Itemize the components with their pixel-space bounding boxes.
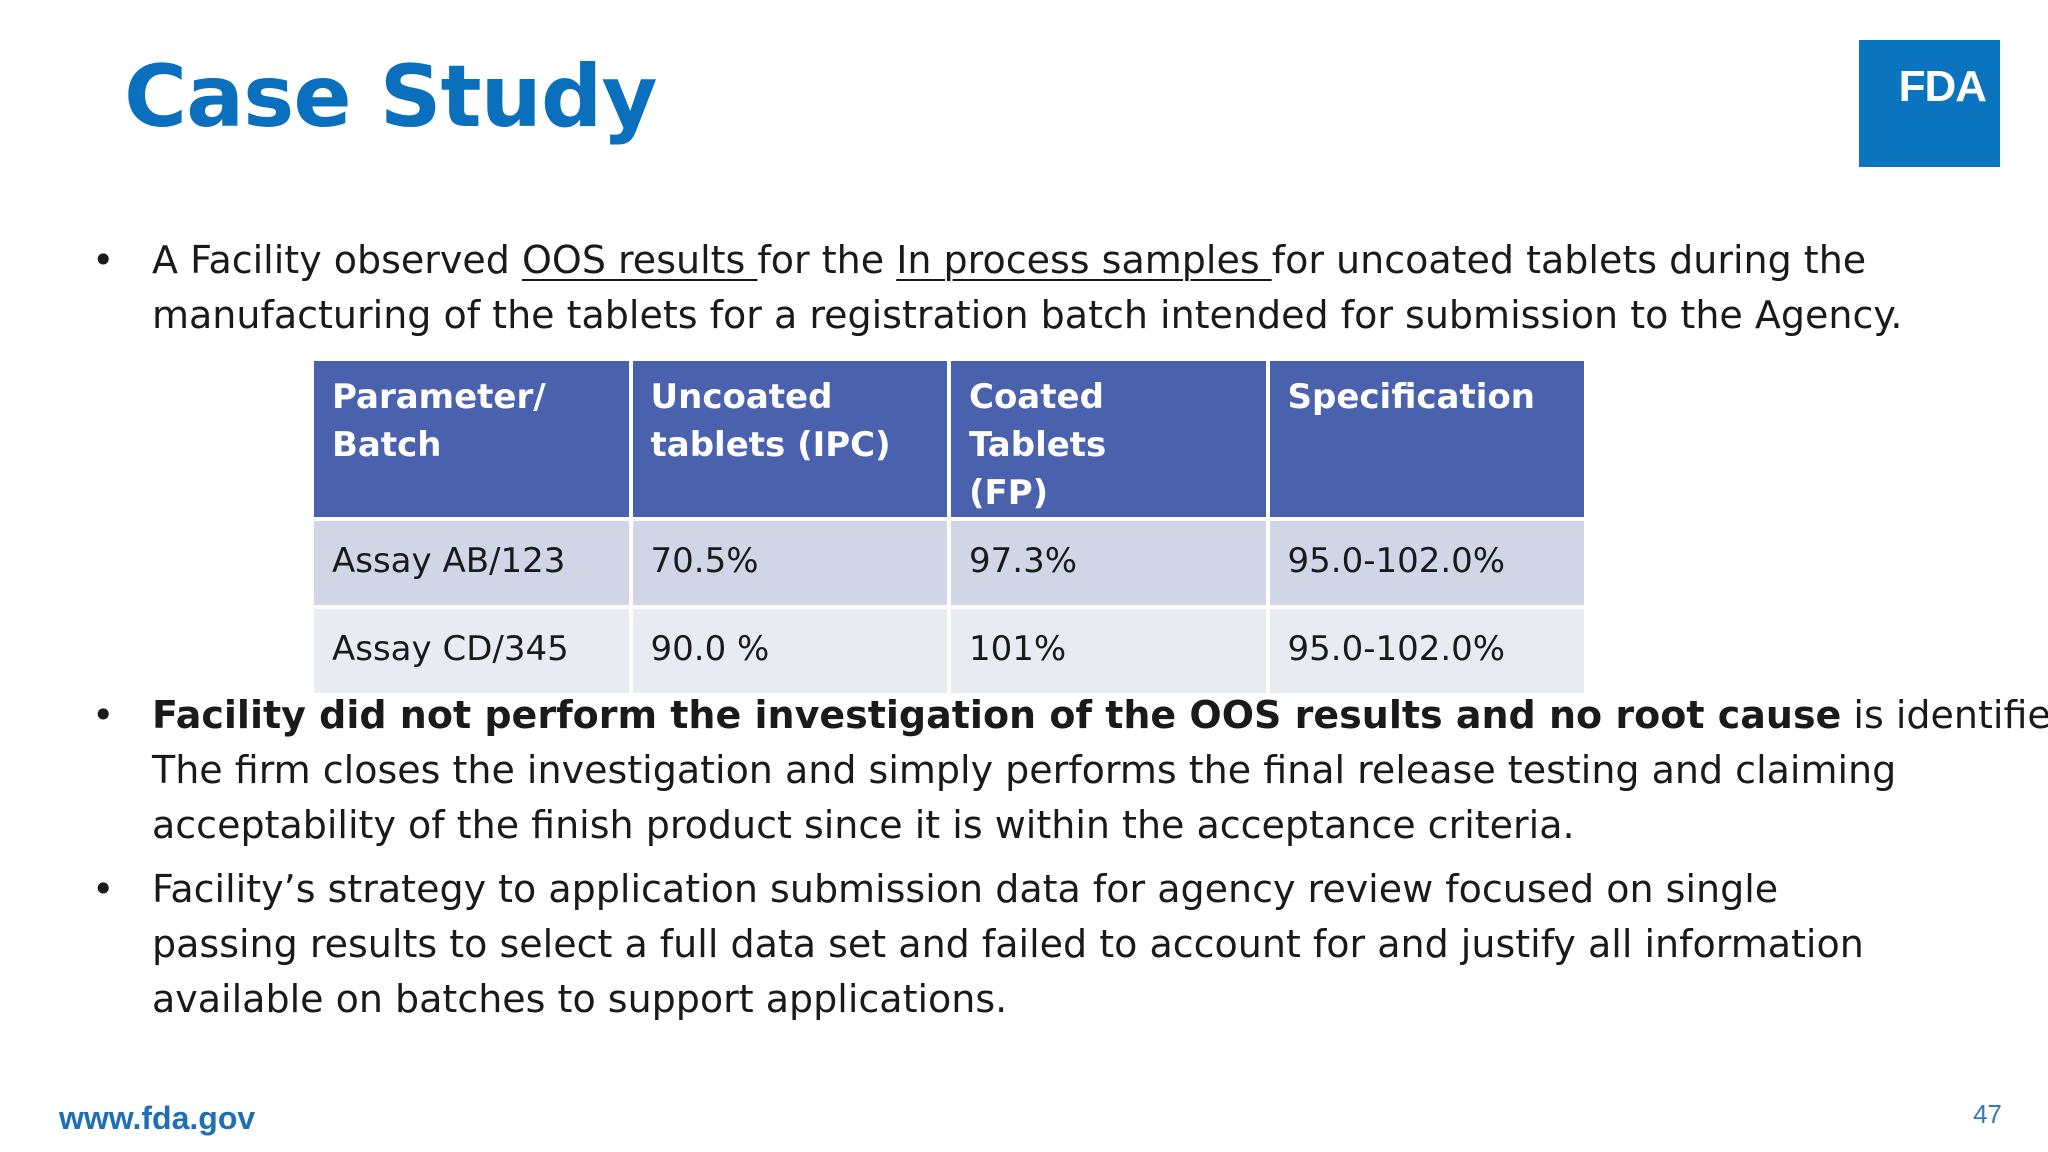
- table-cell: 95.0-102.0%: [1265, 517, 1588, 609]
- footer-url-link[interactable]: www.fda.gov: [59, 1100, 256, 1136]
- bullet-3-line-2: passing results to select a full data se…: [152, 922, 1864, 966]
- bullet-2-line-1: Facility did not perform the investigati…: [152, 693, 2048, 737]
- bullet-marker: •: [92, 693, 115, 737]
- table-cell: 95.0-102.0%: [1265, 605, 1588, 697]
- fda-logo: FDA: [1859, 40, 2000, 167]
- bullet-marker: •: [92, 867, 115, 911]
- fda-logo-text: FDA: [1898, 62, 1987, 111]
- assay-table: Parameter/Batch Uncoated tablets (IPC) Co…: [310, 357, 1588, 697]
- header-specification: Specification: [1265, 357, 1588, 521]
- bullet-3-text: Facility’s strategy to application submi…: [152, 862, 1864, 1027]
- bullet-1-line-1: A Facility observed OOS results for the …: [152, 238, 1867, 282]
- bullet-1-text: A Facility observed OOS results for the …: [152, 233, 1903, 343]
- bullet-2-line-3: acceptability of the finish product sinc…: [152, 803, 1575, 847]
- bullet-2-line-2: The firm closes the investigation and si…: [152, 748, 1897, 792]
- table-row: Assay CD/345 90.0 % 101% 95.0-102.0%: [310, 605, 1588, 697]
- oos-results-underlined: OOS results: [522, 238, 758, 282]
- table-cell: 97.3%: [947, 517, 1270, 609]
- slide-title: Case Study: [124, 47, 657, 147]
- table-cell: 101%: [947, 605, 1270, 697]
- table-cell: 70.5%: [628, 517, 951, 609]
- table-cell: Assay AB/123: [310, 517, 633, 609]
- bullet-2-bold-text: Facility did not perform the investigati…: [152, 693, 1842, 737]
- bullet-3-line-3: available on batches to support applicat…: [152, 977, 1008, 1021]
- bullet-marker: •: [92, 238, 115, 282]
- in-process-samples-underlined: In process samples: [896, 238, 1272, 282]
- table-cell: Assay CD/345: [310, 605, 633, 697]
- header-uncoated-tablets: Uncoated tablets (IPC): [628, 357, 951, 521]
- header-coated-tablets: Coated Tablets (FP): [947, 357, 1270, 521]
- table-cell: 90.0 %: [628, 605, 951, 697]
- page-number: 47: [1973, 1099, 2002, 1129]
- bullet-1-line-2: manufacturing of the tablets for a regis…: [152, 293, 1903, 337]
- bullet-3-line-1: Facility’s strategy to application submi…: [152, 867, 1779, 911]
- bullet-2-text: Facility did not perform the investigati…: [152, 688, 2048, 853]
- header-parameter-batch: Parameter/Batch: [310, 357, 633, 521]
- table-row: Assay AB/123 70.5% 97.3% 95.0-102.0%: [310, 517, 1588, 609]
- table-header-row: Parameter/Batch Uncoated tablets (IPC) Co…: [310, 357, 1588, 521]
